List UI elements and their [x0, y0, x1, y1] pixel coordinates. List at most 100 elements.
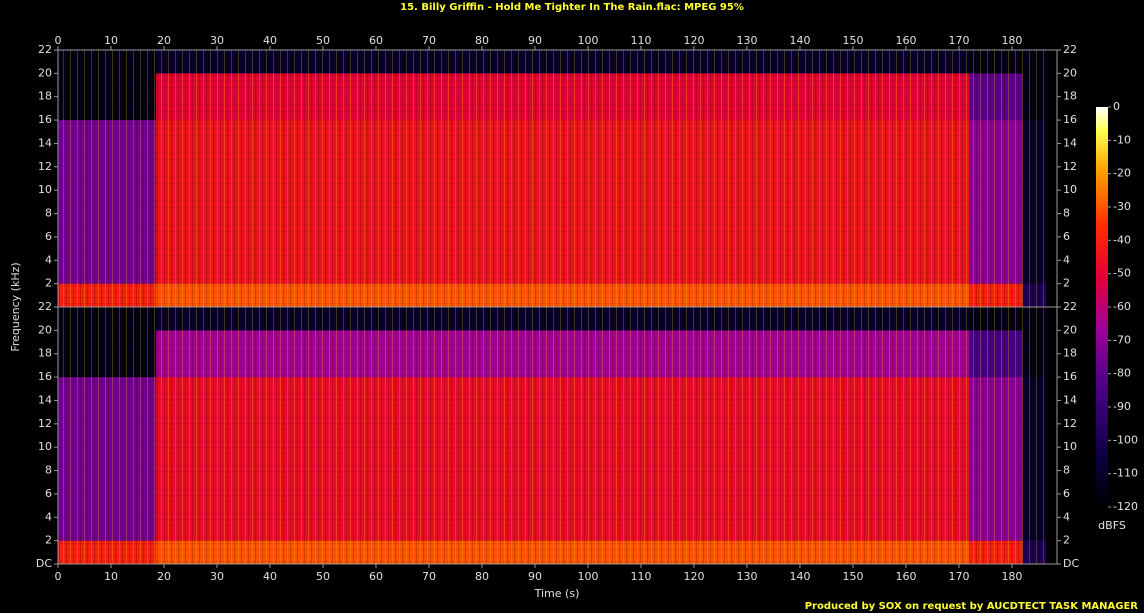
x-tick-label-top: 120	[683, 34, 704, 47]
x-tick-label-top: 40	[263, 34, 277, 47]
y-tick-label: 2	[45, 534, 52, 547]
y-tick-label-right: 12	[1063, 417, 1077, 430]
y-tick-label: 6	[45, 230, 52, 243]
y-tick-label-right: 12	[1063, 160, 1077, 173]
colorbar-tick-label: -20	[1113, 167, 1131, 180]
x-tick-label-top: 180	[1001, 34, 1022, 47]
x-tick-label: 100	[577, 570, 598, 583]
x-tick-label-top: 0	[55, 34, 62, 47]
y-tick-label: DC	[36, 557, 52, 570]
x-tick-label: 30	[210, 570, 224, 583]
y-tick-label-right: 14	[1063, 136, 1077, 149]
x-tick-label-top: 70	[422, 34, 436, 47]
x-tick-label: 60	[369, 570, 383, 583]
y-tick-label: 2	[45, 277, 52, 290]
y-tick-label-right: 8	[1063, 207, 1070, 220]
y-tick-label: 18	[38, 90, 52, 103]
colorbar-tick-label: -80	[1113, 367, 1131, 380]
y-tick-label: 16	[38, 113, 52, 126]
y-tick-label: 16	[38, 370, 52, 383]
x-tick-label: 50	[316, 570, 330, 583]
x-tick-label: 120	[683, 570, 704, 583]
y-tick-label-right: 22	[1063, 300, 1077, 313]
x-tick-label: 150	[842, 570, 863, 583]
y-tick-label-right: DC	[1063, 557, 1079, 570]
x-tick-label-top: 160	[895, 34, 916, 47]
x-tick-label-top: 150	[842, 34, 863, 47]
y-tick-label: 20	[38, 66, 52, 79]
texture	[58, 307, 1047, 564]
colorbar-tick-label: -40	[1113, 233, 1131, 246]
colorbar-label: dBFS	[1098, 519, 1126, 532]
x-tick-label: 0	[55, 570, 62, 583]
x-tick-label: 90	[528, 570, 542, 583]
y-tick-label: 8	[45, 207, 52, 220]
x-axis-label: Time (s)	[534, 587, 580, 600]
y-tick-label-right: 20	[1063, 323, 1077, 336]
x-tick-label: 160	[895, 570, 916, 583]
y-tick-label-right: 4	[1063, 253, 1070, 266]
colorbar-tick-label: -50	[1113, 267, 1131, 280]
x-tick-label-top: 140	[789, 34, 810, 47]
y-tick-label-right: 2	[1063, 534, 1070, 547]
y-axis-label: Frequency (kHz)	[9, 262, 22, 351]
y-tick-label: 12	[38, 160, 52, 173]
x-tick-label-top: 90	[528, 34, 542, 47]
y-tick-label: 12	[38, 417, 52, 430]
texture	[58, 50, 1047, 307]
x-tick-label-top: 30	[210, 34, 224, 47]
y-tick-label: 4	[45, 253, 52, 266]
y-tick-label: 6	[45, 487, 52, 500]
x-tick-label: 140	[789, 570, 810, 583]
colorbar-tick-label: -10	[1113, 133, 1131, 146]
x-tick-label: 10	[104, 570, 118, 583]
x-tick-label-top: 170	[948, 34, 969, 47]
y-tick-label-right: 2	[1063, 277, 1070, 290]
y-tick-label-right: 8	[1063, 464, 1070, 477]
x-tick-label-top: 20	[157, 34, 171, 47]
colorbar-tick-label: -110	[1113, 467, 1138, 480]
colorbar-tick-label: -70	[1113, 333, 1131, 346]
y-tick-label: 14	[38, 136, 52, 149]
colorbar-tick-label: -30	[1113, 200, 1131, 213]
y-tick-label: 20	[38, 323, 52, 336]
y-tick-label-right: 4	[1063, 510, 1070, 523]
x-tick-label-top: 50	[316, 34, 330, 47]
y-tick-label-right: 16	[1063, 370, 1077, 383]
colorbar-tick-label: -90	[1113, 400, 1131, 413]
x-tick-label-top: 60	[369, 34, 383, 47]
y-tick-label-right: 18	[1063, 90, 1077, 103]
colorbar-tick-label: -60	[1113, 300, 1131, 313]
x-tick-label-top: 80	[475, 34, 489, 47]
y-tick-label-right: 6	[1063, 230, 1070, 243]
y-tick-label-right: 10	[1063, 440, 1077, 453]
x-tick-label-top: 10	[104, 34, 118, 47]
colorbar-tick-label: -100	[1113, 433, 1138, 446]
x-tick-label: 180	[1001, 570, 1022, 583]
y-tick-label: 22	[38, 300, 52, 313]
x-tick-label: 20	[157, 570, 171, 583]
x-tick-label: 70	[422, 570, 436, 583]
y-tick-label-right: 20	[1063, 66, 1077, 79]
x-tick-label-top: 130	[736, 34, 757, 47]
y-tick-label: 22	[38, 43, 52, 56]
y-tick-label: 18	[38, 347, 52, 360]
colorbar	[1096, 107, 1108, 507]
colorbar-tick-label: -120	[1113, 500, 1138, 513]
colorbar-tick-label: 0	[1113, 100, 1120, 113]
y-tick-label-right: 14	[1063, 393, 1077, 406]
x-tick-label: 110	[630, 570, 651, 583]
x-tick-label: 170	[948, 570, 969, 583]
panel-frame	[57, 306, 1058, 565]
footer: Produced by SOX on request by AUCDTECT T…	[805, 601, 1139, 612]
chart-title: 15. Billy Griffin - Hold Me Tighter In T…	[400, 2, 744, 13]
y-tick-label: 4	[45, 510, 52, 523]
y-tick-label: 10	[38, 183, 52, 196]
y-tick-label-right: 18	[1063, 347, 1077, 360]
y-tick-label: 8	[45, 464, 52, 477]
x-tick-label: 40	[263, 570, 277, 583]
y-tick-label-right: 22	[1063, 43, 1077, 56]
x-tick-label-top: 110	[630, 34, 651, 47]
y-tick-label-right: 6	[1063, 487, 1070, 500]
